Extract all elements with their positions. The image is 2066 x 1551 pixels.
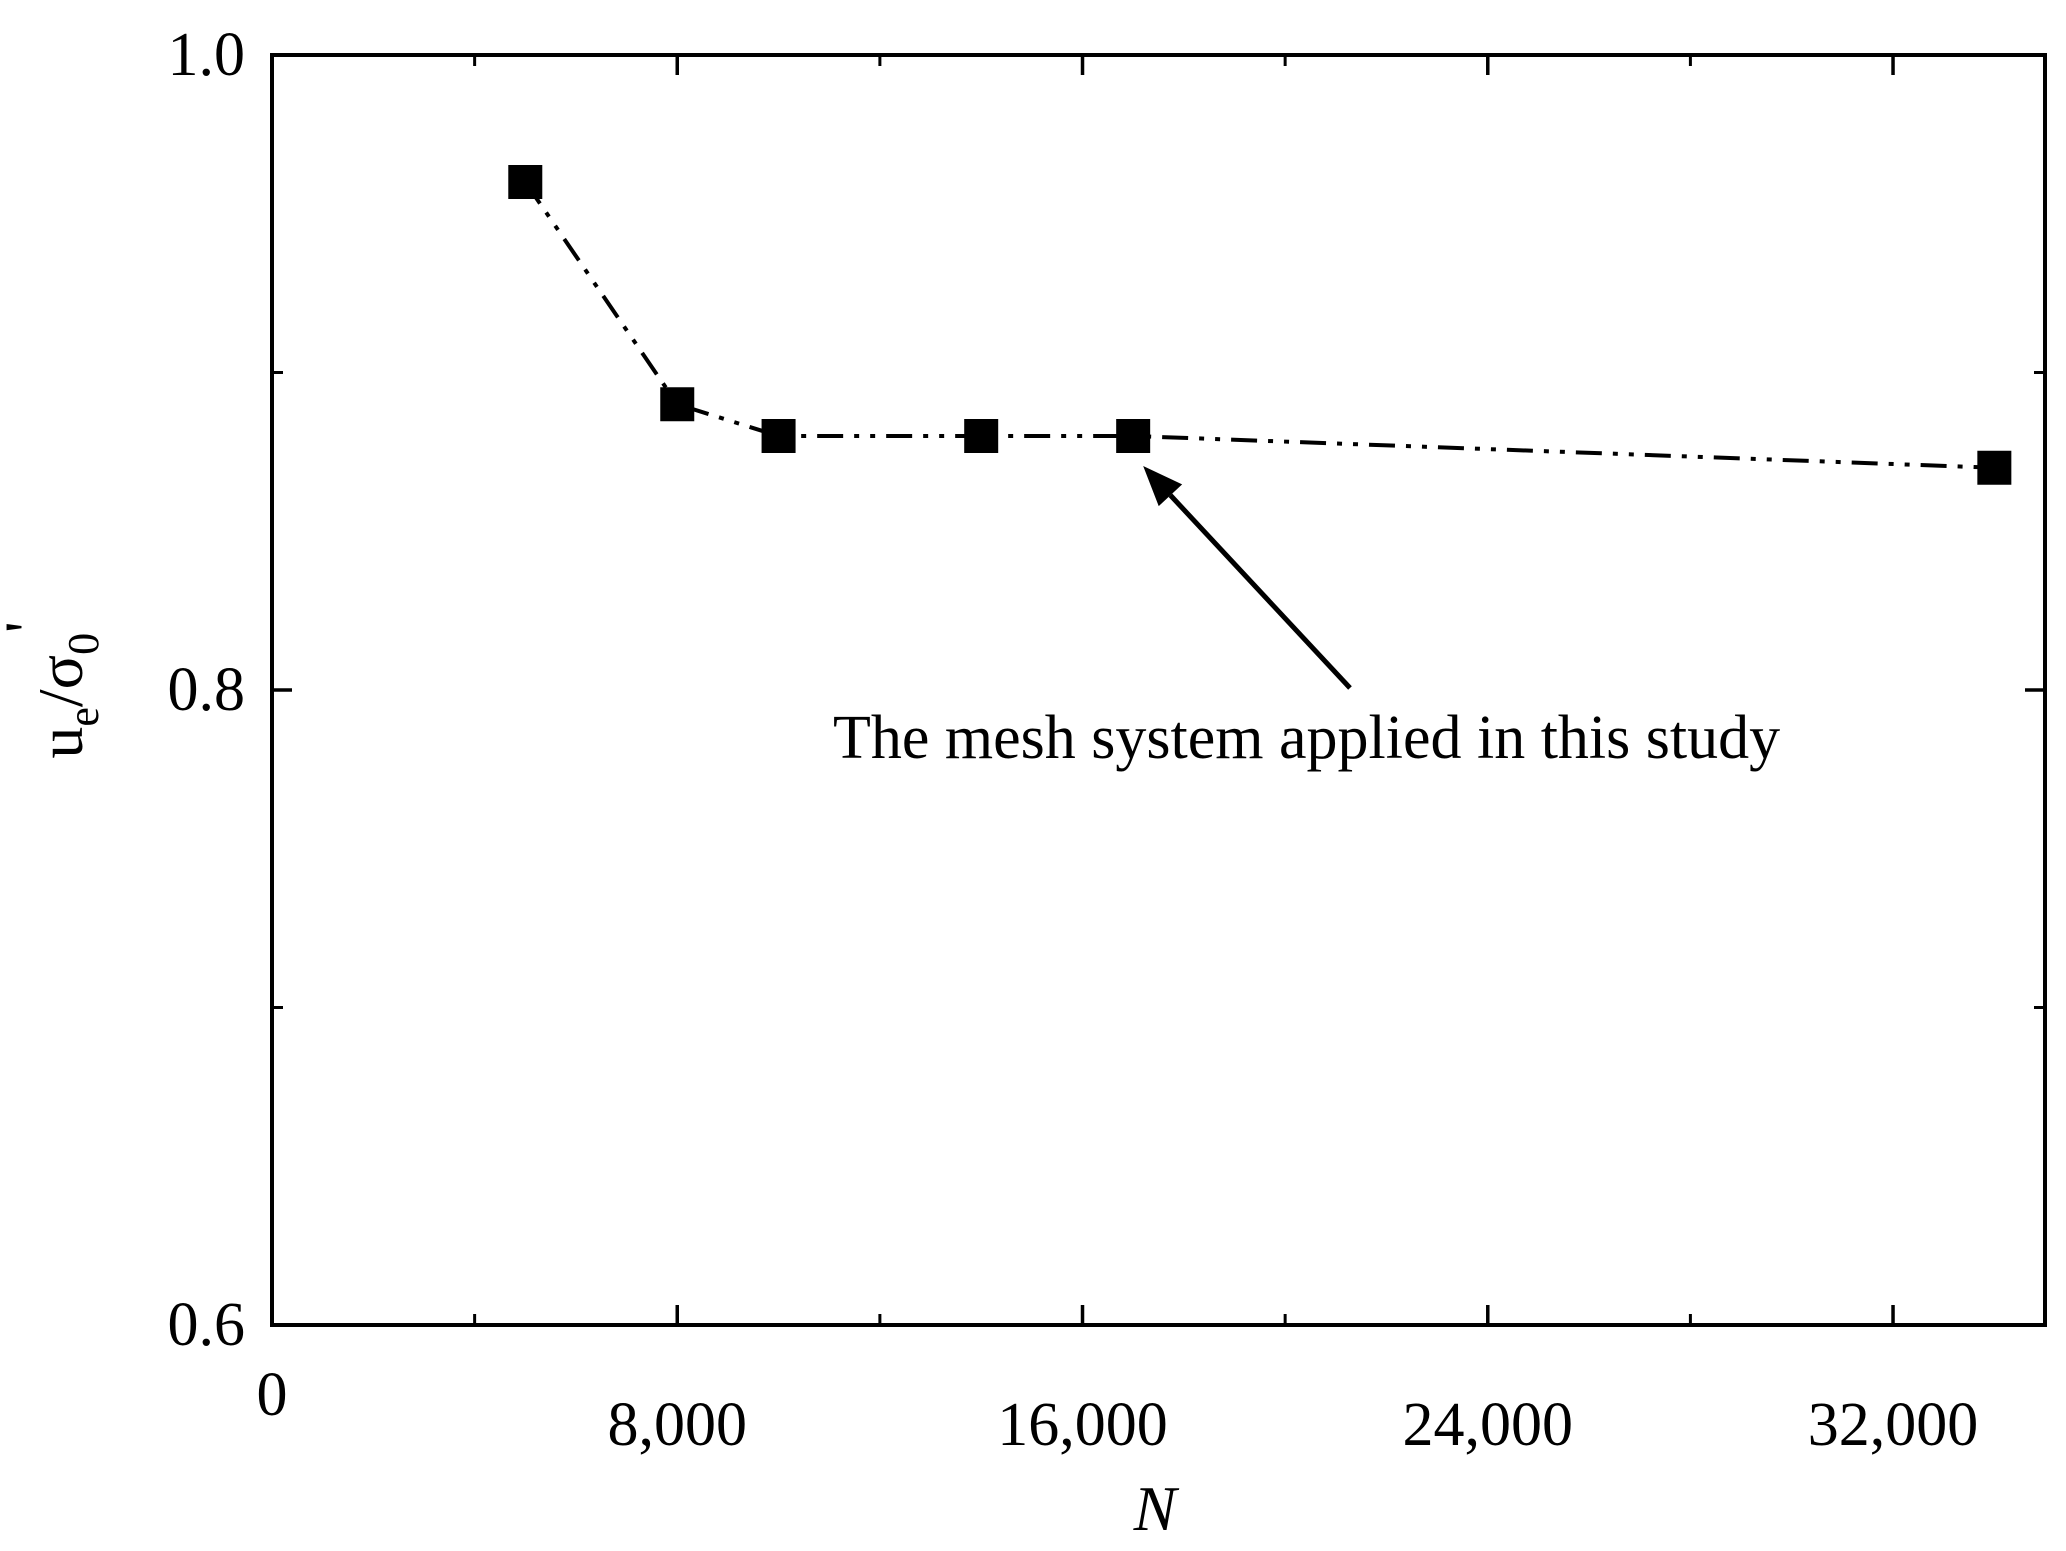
x-tick-label: 16,000 bbox=[997, 1391, 1168, 1459]
plot-frame bbox=[270, 53, 2047, 1327]
x-tick-label: 24,000 bbox=[1403, 1391, 1574, 1459]
y-axis-title: ue/σ0' bbox=[0, 621, 108, 758]
y-tick-label: 0.8 bbox=[168, 656, 246, 724]
x-tick-label: 32,000 bbox=[1808, 1391, 1979, 1459]
x-tick-label: 8,000 bbox=[608, 1391, 748, 1459]
annotation-arrow bbox=[1168, 493, 1352, 690]
data-point-marker bbox=[964, 419, 999, 453]
data-point-marker bbox=[1977, 450, 2012, 485]
y-tick-label: 0.6 bbox=[168, 1291, 246, 1359]
data-point-marker bbox=[660, 387, 695, 422]
svg-text:ue/σ0': ue/σ0' bbox=[0, 621, 108, 758]
annotation: The mesh system applied in this study bbox=[833, 466, 1780, 772]
x-tick-label: 0 bbox=[257, 1361, 288, 1429]
x-axis-title: N bbox=[1133, 1473, 1180, 1544]
y-axis-title-slash: /σ bbox=[25, 655, 96, 707]
x-tick-labels: 0 8,000 16,000 24,000 32,000 bbox=[257, 1361, 1979, 1459]
y-axis-title-sub2: 0 bbox=[59, 633, 108, 655]
annotation-text: The mesh system applied in this study bbox=[833, 704, 1780, 772]
y-axis-title-sub1: e bbox=[59, 707, 108, 727]
annotation-arrow-head bbox=[1143, 466, 1183, 507]
data-point-marker bbox=[761, 419, 796, 453]
y-axis-title-base: u bbox=[25, 727, 96, 759]
plot-border bbox=[270, 53, 2047, 1327]
y-axis-title-prime: ' bbox=[0, 621, 62, 633]
series-line bbox=[523, 180, 1995, 470]
data-point-marker bbox=[1116, 419, 1151, 453]
y-tick-label: 1.0 bbox=[168, 21, 246, 89]
y-tick-labels: 0.6 0.8 1.0 bbox=[168, 21, 246, 1359]
data-point-marker bbox=[508, 165, 543, 199]
axis-ticks bbox=[270, 53, 2045, 1327]
data-series bbox=[508, 165, 2012, 485]
